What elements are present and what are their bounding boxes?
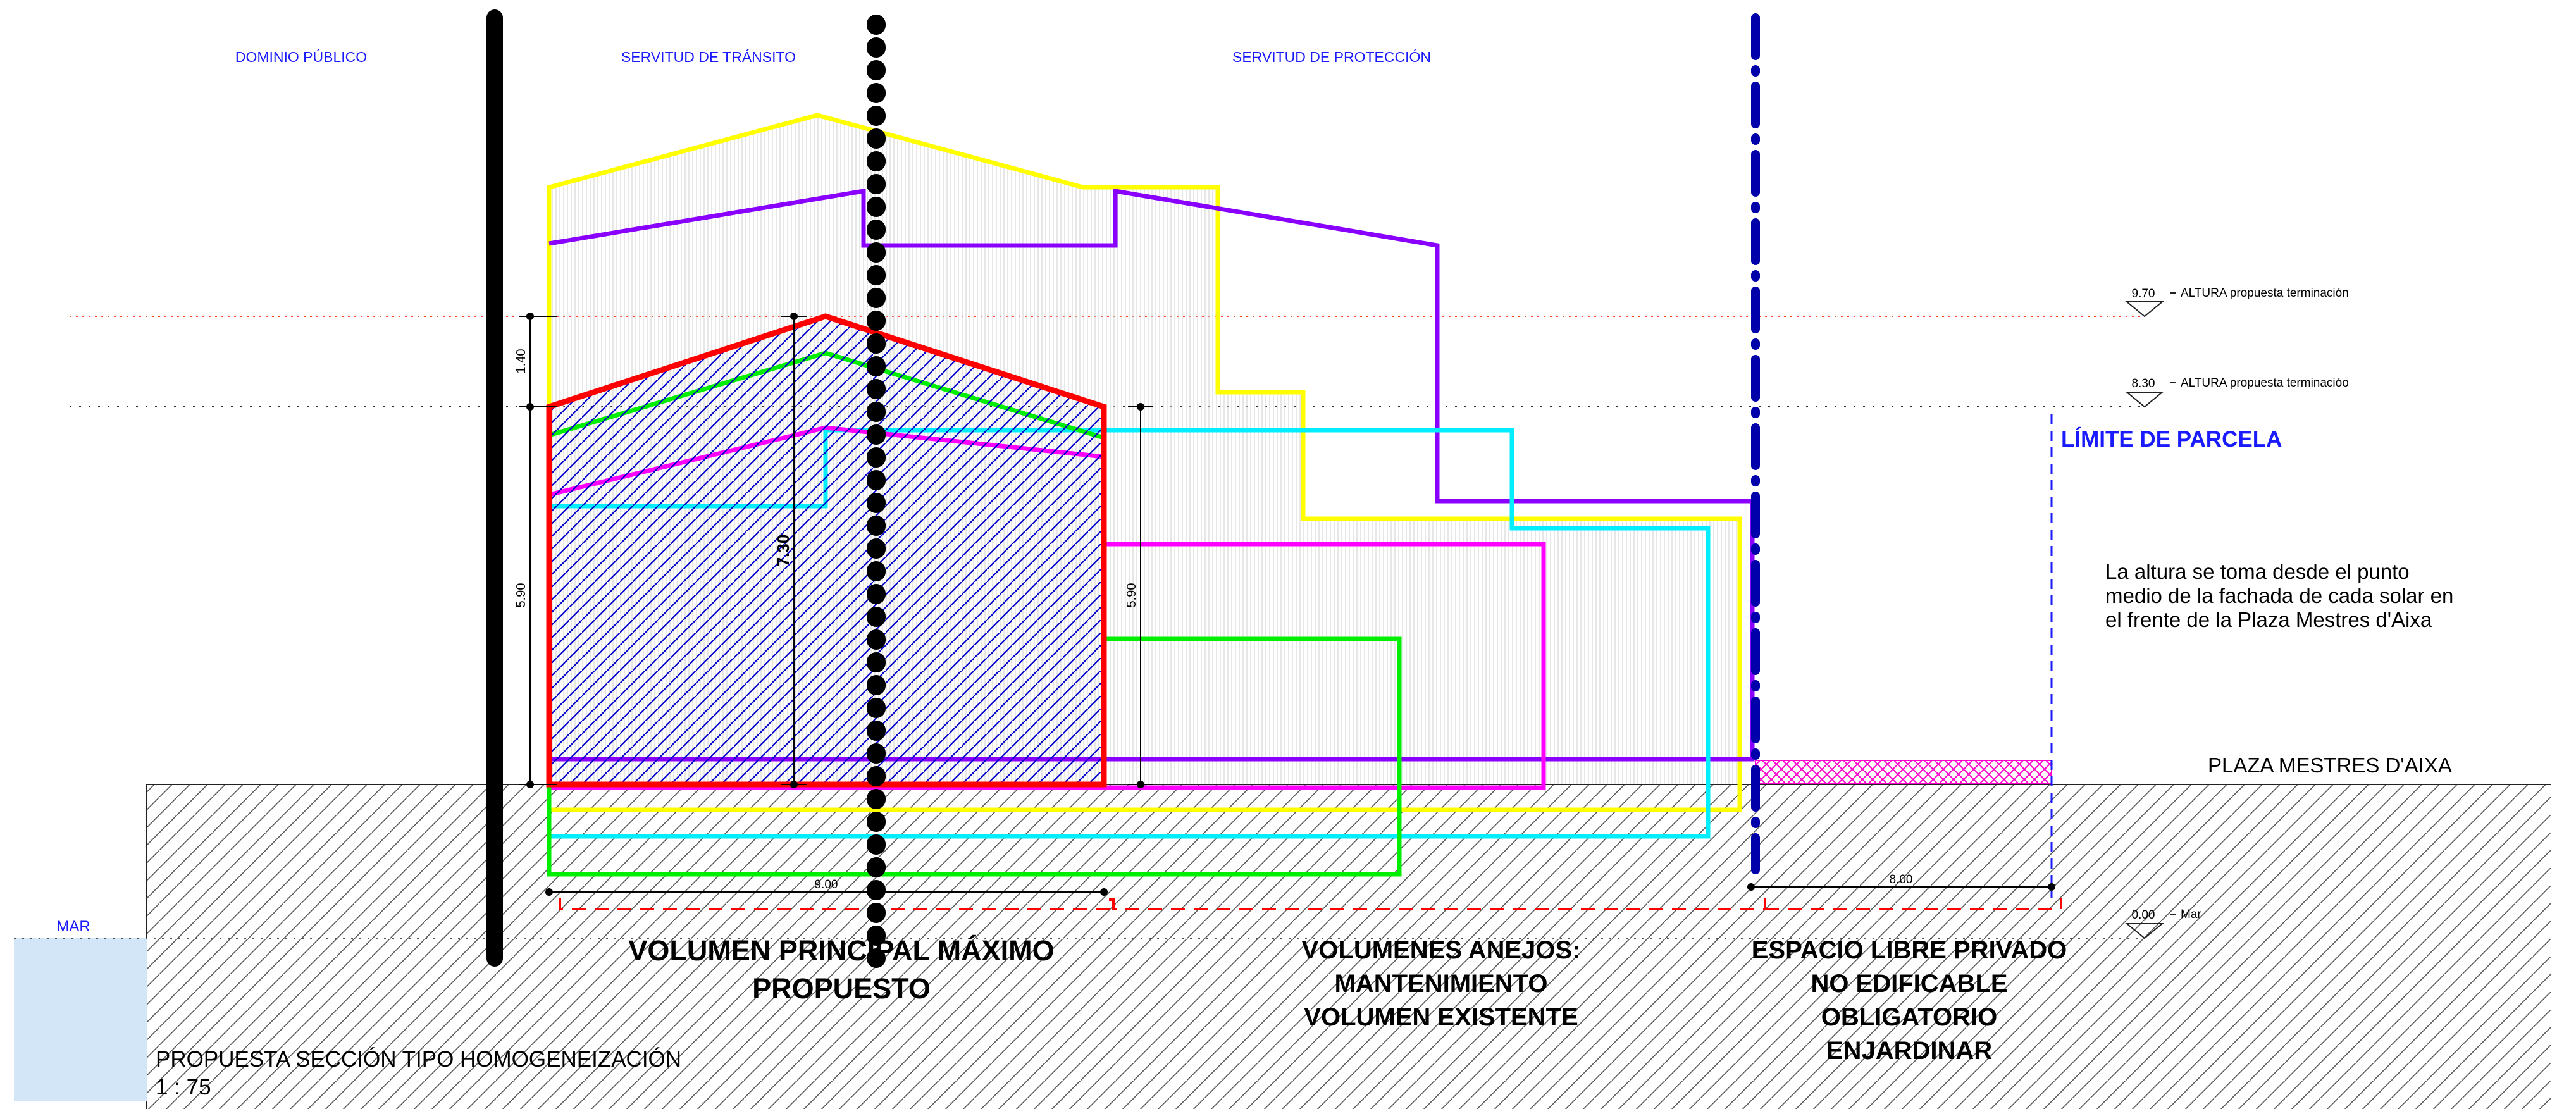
level-000-value: 0.00 <box>2132 908 2155 922</box>
level-970-value: 9.70 <box>2132 287 2155 300</box>
dimension-dots <box>526 313 2055 896</box>
volumenes-anejos-line-2: MANTENIMIENTO <box>1334 970 1547 998</box>
level-970-label: ALTURA propuesta terminación <box>2181 287 2349 300</box>
dim-900: 9.00 <box>815 878 838 891</box>
drawing-title: PROPUESTA SECCIÓN TIPO HOMOGENEIZACIÓN <box>156 1047 681 1072</box>
level-830-value: 8.30 <box>2132 377 2155 390</box>
volumenes-anejos-line-1: VOLUMENES ANEJOS: <box>1302 936 1581 964</box>
dim-590-left: 5.90 <box>514 583 528 608</box>
limite-parcela-label: LÍMITE DE PARCELA <box>2061 426 2282 452</box>
sea-area <box>14 938 147 1101</box>
volumen-principal-line-2: PROPUESTO <box>752 972 931 1005</box>
dimension-lines <box>519 316 2052 893</box>
espacio-libre-line-3: OBLIGATORIO <box>1821 1003 1998 1031</box>
dim-730: 7.30 <box>774 535 793 567</box>
plaza-label: PLAZA MESTRES D'AIXA <box>2208 753 2452 777</box>
drawing-scale: 1 : 75 <box>156 1075 211 1100</box>
volumenes-anejos-line-3: VOLUMEN EXISTENTE <box>1304 1003 1578 1031</box>
level-000-label: Mar <box>2181 908 2201 921</box>
dim-140: 1.40 <box>514 349 528 374</box>
espacio-libre-line-1: ESPACIO LIBRE PRIVADO <box>1752 936 2067 964</box>
mar-label: MAR <box>56 918 90 935</box>
yellow-volume-outline <box>547 113 1742 812</box>
nota-altura-line-1: La altura se toma desde el punto <box>2105 560 2410 583</box>
zone-servitud-transito: SERVITUD DE TRÁNSITO <box>621 49 796 65</box>
dim-590-right: 5.90 <box>1125 583 1139 608</box>
baseline-anejos <box>1112 898 1766 910</box>
dim-800: 8.00 <box>1890 873 1913 886</box>
plaza-crosshatch-strip <box>1755 760 2052 784</box>
baseline-espacio-libre <box>1765 898 2062 910</box>
principal-volume-hatch <box>549 316 1104 784</box>
level-830-label: ALTURA propuesta terminacióo <box>2181 376 2349 390</box>
nota-altura-line-3: el frente de la Plaza Mestres d'Aixa <box>2105 608 2432 631</box>
zone-servitud-proteccion: SERVITUD DE PROTECCIÓN <box>1232 49 1431 65</box>
zone-dominio-publico: DOMINIO PÚBLICO <box>235 49 367 65</box>
nota-altura-line-2: medio de la fachada de cada solar en <box>2105 584 2453 607</box>
volumen-principal-line-1: VOLUMEN PRINCIPAL MÁXIMO <box>628 934 1054 967</box>
principal-volume-outline <box>546 313 1107 788</box>
level-markers <box>2125 292 2176 939</box>
baseline-principal <box>559 898 1112 910</box>
espacio-libre-line-4: ENJARDINAR <box>1826 1037 1992 1065</box>
espacio-libre-line-2: NO EDIFICABLE <box>1811 970 2007 998</box>
